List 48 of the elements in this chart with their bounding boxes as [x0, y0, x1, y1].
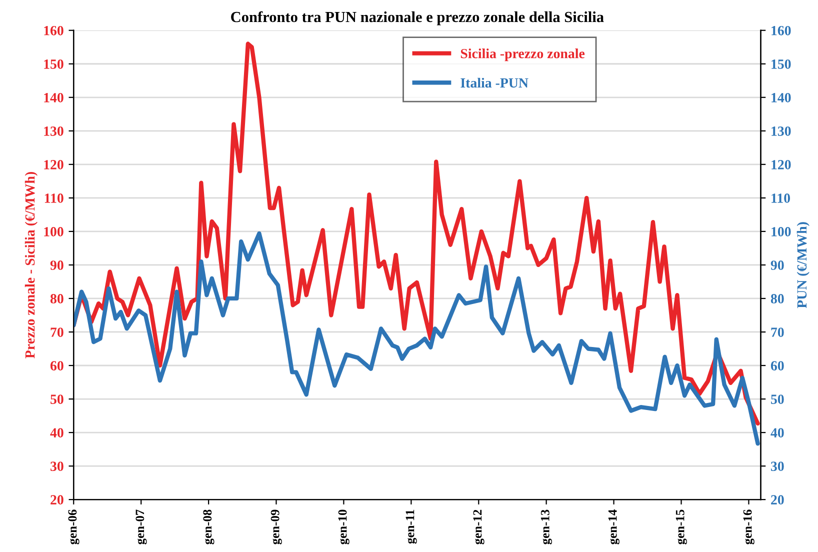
y2-tick-label: 50 — [771, 394, 784, 404]
y-tick-label: 140 — [44, 92, 64, 102]
x-tick-label: gen-14 — [608, 510, 620, 544]
y-tick-label: 130 — [44, 126, 64, 136]
x-tick-label: gen-06 — [68, 510, 80, 544]
y2-tick-label: 70 — [771, 328, 784, 337]
y-tick-label: 20 — [50, 495, 64, 505]
line-series — [74, 42, 760, 426]
y-tick-label: 90 — [50, 260, 64, 270]
chart-title: Confronto tra PUN nazionale e prezzo zonale della Sicilia — [231, 11, 604, 26]
y-tick-label: 60 — [50, 361, 64, 370]
y2-tick-label: 120 — [772, 160, 791, 170]
y2-tick-label: 150 — [772, 59, 791, 69]
y-tick-label: 40 — [50, 428, 64, 438]
y2-tick-label: 40 — [770, 428, 784, 438]
y2-tick-label: 140 — [772, 92, 791, 102]
y2-tick-label: 30 — [770, 462, 784, 471]
x-tick-label: gen-13 — [540, 510, 552, 544]
y2-tick-label: 80 — [770, 294, 784, 304]
y-tick-label: 70 — [50, 328, 64, 337]
y-tick-label: 150 — [44, 59, 64, 69]
x-tick-label: gen-09 — [270, 510, 282, 544]
y-tick-label: 100 — [44, 227, 64, 236]
x-tick-label: gen-12 — [473, 510, 484, 544]
y-tick-label: 80 — [50, 294, 64, 304]
x-tick-label: gen-10 — [338, 510, 350, 544]
x-tick-label: gen-07 — [136, 510, 147, 544]
y2-tick-label: 60 — [770, 361, 784, 370]
x-tick-label: gen-15 — [676, 510, 687, 544]
y-tick-label: 110 — [44, 194, 64, 203]
x-tick-label: gen-16 — [743, 510, 754, 544]
y-axis-title: Prezzo zonale - Sicilia (€/MWh) — [24, 172, 38, 358]
y-tick-label: 120 — [44, 160, 64, 170]
x-tick-label: gen-11 — [406, 510, 417, 544]
y-tick-label: 160 — [44, 26, 64, 36]
y2-tick-label: 160 — [772, 26, 791, 36]
y2-tick-label: 110 — [772, 194, 790, 203]
y2-tick-label: 130 — [772, 126, 791, 136]
legend-label: Sicilia -prezzo zonale — [460, 48, 585, 62]
y2-tick-label: 20 — [771, 495, 784, 505]
x-tick-label: gen-08 — [203, 510, 214, 544]
y2-axis-title: PUN (€/MWh) — [796, 222, 810, 308]
y2-tick-label: 100 — [772, 227, 791, 236]
y-tick-label: 30 — [50, 462, 64, 471]
y2-tick-label: 90 — [770, 260, 784, 270]
y-tick-label: 50 — [50, 394, 64, 404]
line-series — [74, 231, 760, 446]
legend-label: Italia -PUN — [460, 78, 528, 88]
